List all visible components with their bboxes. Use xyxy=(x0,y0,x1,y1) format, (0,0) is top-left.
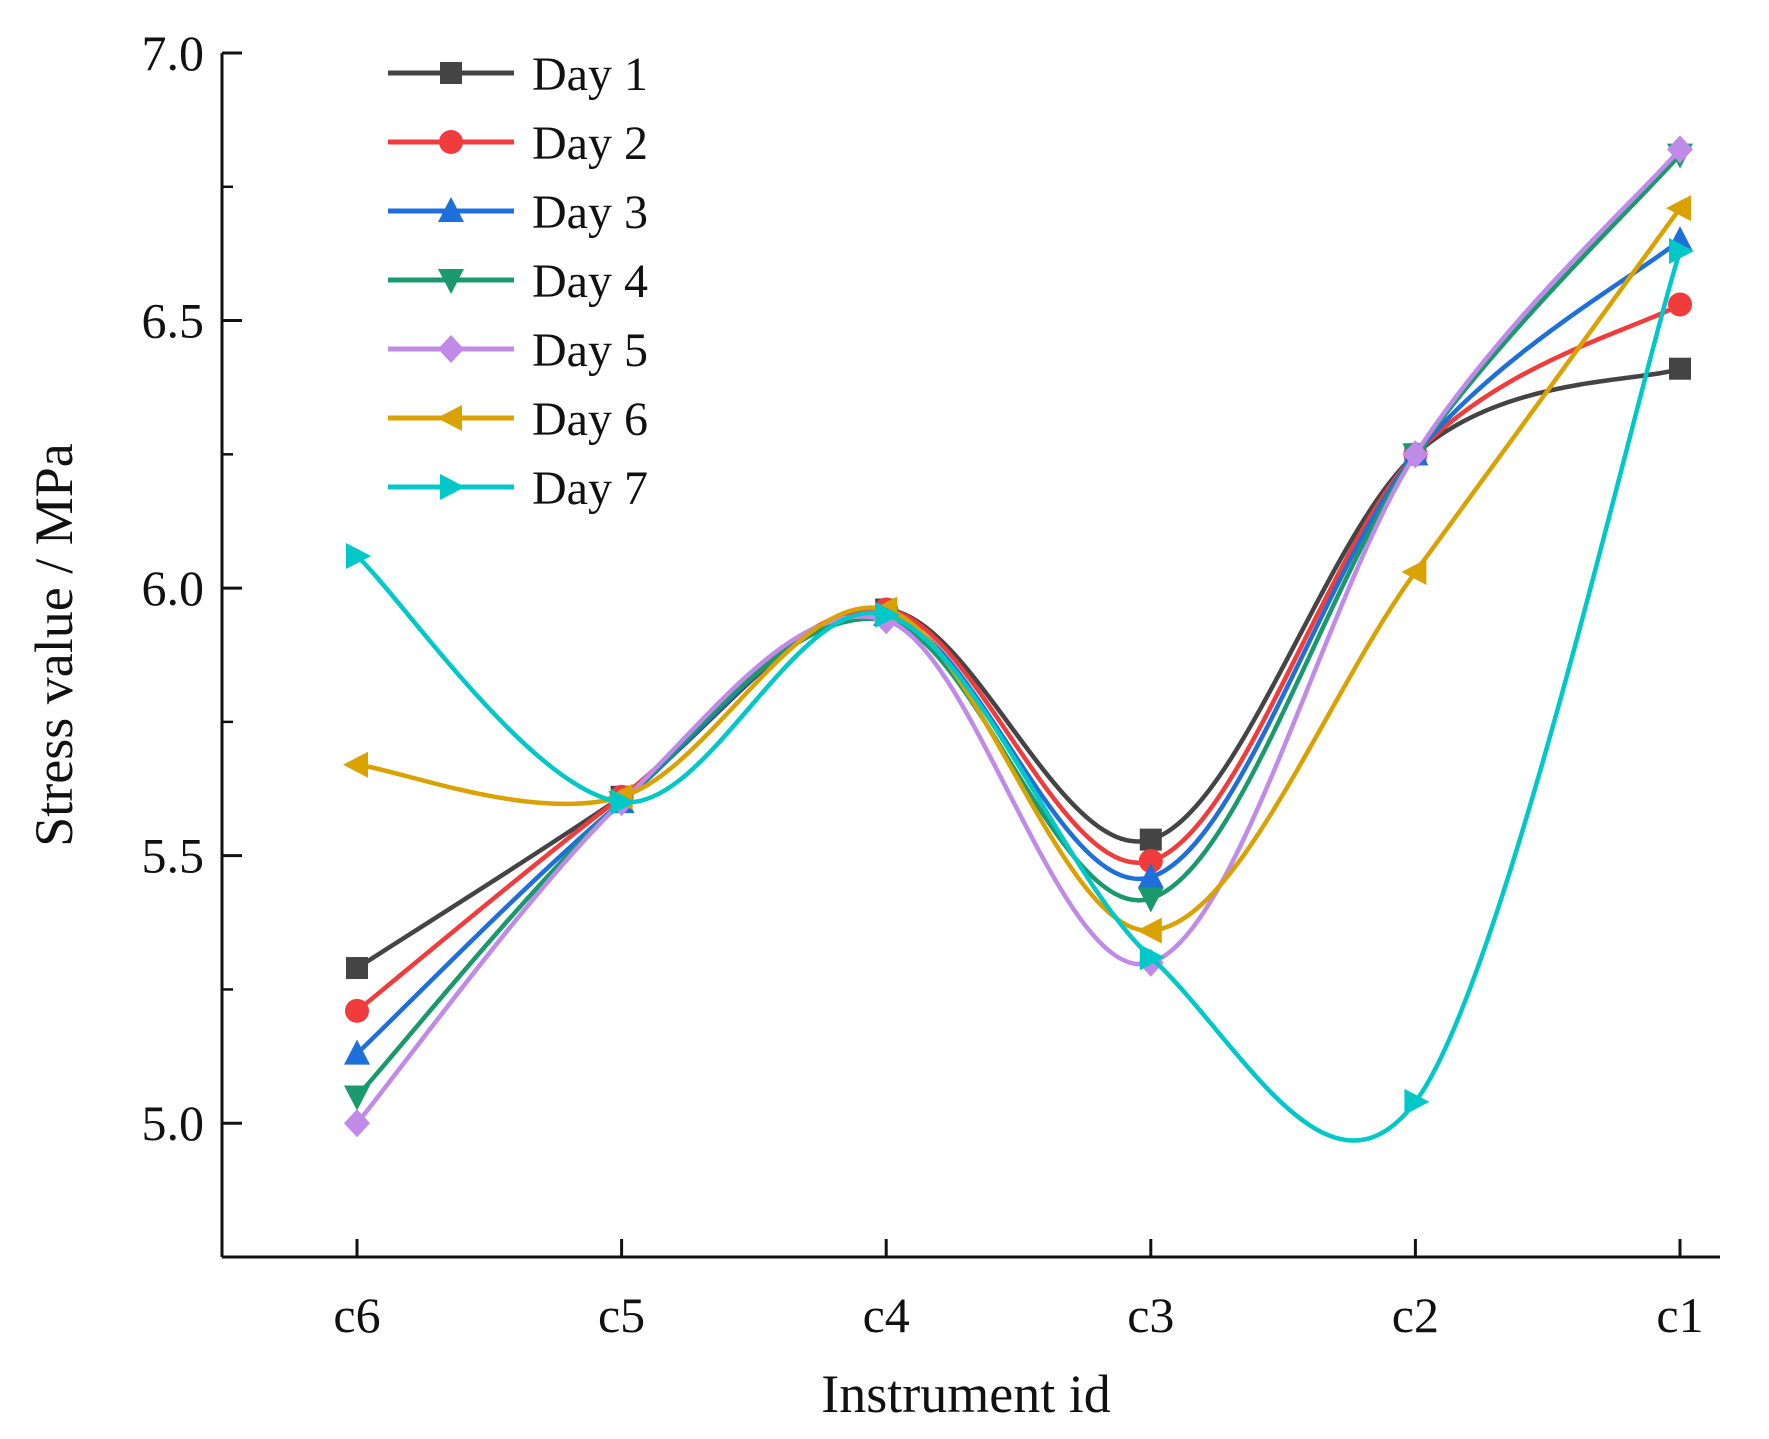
data-point xyxy=(610,789,636,816)
legend-label: Day 3 xyxy=(532,186,648,239)
series-layer xyxy=(343,135,1694,1143)
data-point xyxy=(875,601,901,628)
y-tick-label: 7.0 xyxy=(142,25,205,81)
y-tick-label: 5.0 xyxy=(142,1095,205,1151)
y-tick-label: 5.5 xyxy=(142,828,205,884)
legend-label: Day 1 xyxy=(532,48,648,101)
legend-swatch-marker xyxy=(439,130,463,154)
data-point xyxy=(1404,1088,1430,1115)
legend-label: Day 6 xyxy=(532,393,648,446)
x-tick-label: c5 xyxy=(598,1287,645,1343)
data-point xyxy=(346,957,368,980)
legend-label: Day 7 xyxy=(532,462,648,515)
data-point xyxy=(1139,828,1162,851)
x-tick-label: c1 xyxy=(1656,1287,1703,1343)
series-7 xyxy=(346,237,1694,1143)
legend-swatch-marker xyxy=(438,335,464,363)
legend-swatch-marker xyxy=(438,269,464,294)
data-point xyxy=(344,1109,370,1138)
data-point xyxy=(1139,944,1165,971)
data-point xyxy=(1138,849,1163,874)
legend-label: Day 5 xyxy=(532,324,648,377)
x-axis-title: Instrument id xyxy=(821,1364,1110,1424)
legend-item: Day 4 xyxy=(388,255,648,308)
data-point xyxy=(1666,195,1691,222)
data-point xyxy=(343,751,368,778)
legend-item: Day 2 xyxy=(388,117,648,170)
data-point xyxy=(1401,559,1427,586)
legend-item: Day 6 xyxy=(388,393,648,446)
y-tick-label: 6.0 xyxy=(142,560,205,616)
series-line xyxy=(354,147,1683,1126)
data-point xyxy=(1136,917,1162,944)
data-point xyxy=(346,543,371,570)
data-point xyxy=(1402,440,1429,469)
x-tick-label: c4 xyxy=(863,1287,910,1343)
data-point xyxy=(345,998,369,1023)
data-point xyxy=(344,1039,370,1065)
data-point xyxy=(1668,292,1692,317)
legend-label: Day 2 xyxy=(532,117,648,170)
data-point xyxy=(1137,887,1164,913)
legend-swatch-marker xyxy=(440,62,462,84)
series-1 xyxy=(346,357,1691,980)
data-point xyxy=(344,1085,370,1111)
x-tick-label: c6 xyxy=(333,1287,380,1343)
series-line xyxy=(354,366,1683,971)
series-line xyxy=(354,205,1683,933)
legend-item: Day 7 xyxy=(388,462,648,515)
y-tick-label: 6.5 xyxy=(142,293,205,349)
legend-swatch-marker xyxy=(437,405,462,431)
y-axis-title: Stress value / MPa xyxy=(24,443,84,847)
axes-layer: 5.0 5.5 6.0 6.5 7.0 c6 c5 c4 c3 c2 c1 xyxy=(142,25,1720,1343)
legend-item: Day 3 xyxy=(388,186,648,239)
x-tick-label: c2 xyxy=(1392,1287,1439,1343)
legend-label: Day 4 xyxy=(532,255,648,308)
legend-item: Day 5 xyxy=(388,324,648,377)
data-point xyxy=(1669,237,1694,264)
data-point xyxy=(1667,135,1693,164)
legend-swatch-marker xyxy=(440,474,465,500)
legend-swatch-marker xyxy=(438,197,464,222)
data-point xyxy=(1137,863,1164,889)
legend-item: Day 1 xyxy=(388,48,648,101)
data-point xyxy=(1669,357,1691,380)
legend: Day 1 Day 2 Day 3 Day 4 Day 5 Day 6 Day 7 xyxy=(388,48,648,515)
x-tick-label: c3 xyxy=(1127,1287,1174,1343)
